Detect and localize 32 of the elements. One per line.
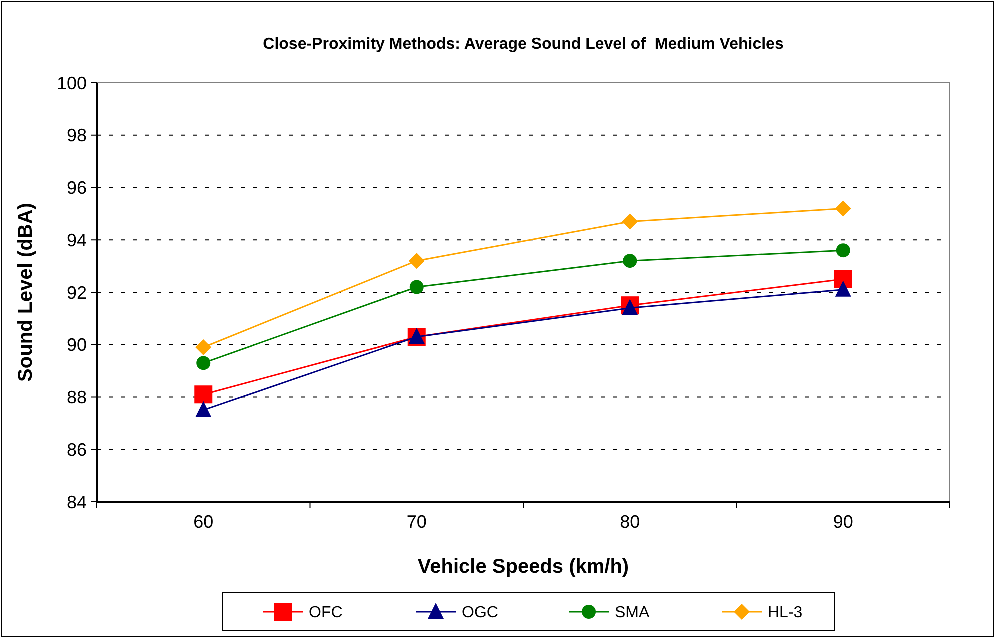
x-axis-title: Vehicle Speeds (km/h) bbox=[418, 556, 630, 578]
y-tick-label: 88 bbox=[66, 388, 87, 408]
point bbox=[410, 280, 424, 294]
point bbox=[623, 254, 638, 268]
y-tick-label: 100 bbox=[56, 73, 87, 94]
x-tick-label: 80 bbox=[620, 512, 640, 532]
point bbox=[194, 386, 213, 404]
legend-label: OGC bbox=[462, 604, 498, 622]
y-tick-label: 86 bbox=[66, 440, 87, 460]
y-tick-label: 98 bbox=[66, 126, 87, 146]
x-tick-label: 60 bbox=[194, 512, 214, 532]
y-tick-label: 84 bbox=[66, 492, 87, 512]
point bbox=[836, 244, 850, 258]
chart-title: Close-Proximity Methods: Average Sound Level of Medium Vehicles bbox=[263, 36, 784, 53]
point bbox=[408, 253, 425, 270]
point bbox=[835, 280, 852, 297]
legend-label: HL-3 bbox=[768, 604, 803, 622]
y-tick-label: 94 bbox=[66, 230, 87, 250]
point bbox=[834, 270, 852, 288]
point bbox=[622, 214, 638, 230]
y-axis-title: Sound Level (dBA) bbox=[15, 203, 37, 382]
y-tick-label: 96 bbox=[66, 178, 87, 198]
x-tick-label: 70 bbox=[406, 512, 427, 532]
legend-label: SMA bbox=[615, 604, 650, 622]
point bbox=[835, 200, 852, 217]
y-tick-label: 90 bbox=[66, 335, 87, 356]
point bbox=[196, 339, 212, 356]
x-tick-label: 90 bbox=[833, 512, 854, 532]
y-tick-label: 92 bbox=[66, 282, 87, 303]
point bbox=[196, 401, 212, 418]
legend-label: OFC bbox=[309, 604, 343, 622]
point bbox=[196, 356, 211, 370]
